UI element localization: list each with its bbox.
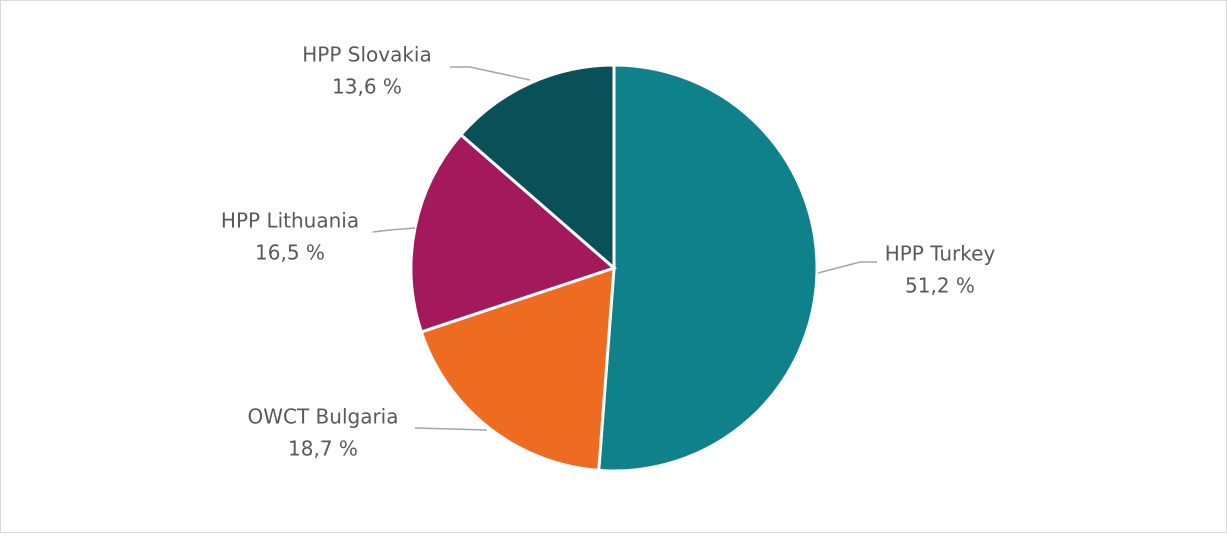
pie-slice bbox=[458, 63, 616, 272]
slice-label: HPP Lithuania bbox=[221, 209, 359, 233]
slice-label: HPP Turkey bbox=[885, 242, 996, 266]
slice-value-label: 16,5 % bbox=[255, 241, 325, 265]
slice-label: HPP Slovakia bbox=[302, 43, 432, 67]
leader-line bbox=[817, 261, 877, 274]
slice-label: OWCT Bulgaria bbox=[248, 405, 399, 429]
leader-line bbox=[372, 227, 416, 233]
pie-slice bbox=[419, 265, 616, 473]
leader-line bbox=[450, 66, 531, 81]
slice-value-label: 18,7 % bbox=[288, 437, 358, 461]
slice-value-label: 51,2 % bbox=[905, 274, 975, 298]
pie-slice bbox=[597, 63, 819, 473]
slice-value-label: 13,6 % bbox=[332, 75, 402, 99]
leader-line bbox=[414, 427, 488, 431]
